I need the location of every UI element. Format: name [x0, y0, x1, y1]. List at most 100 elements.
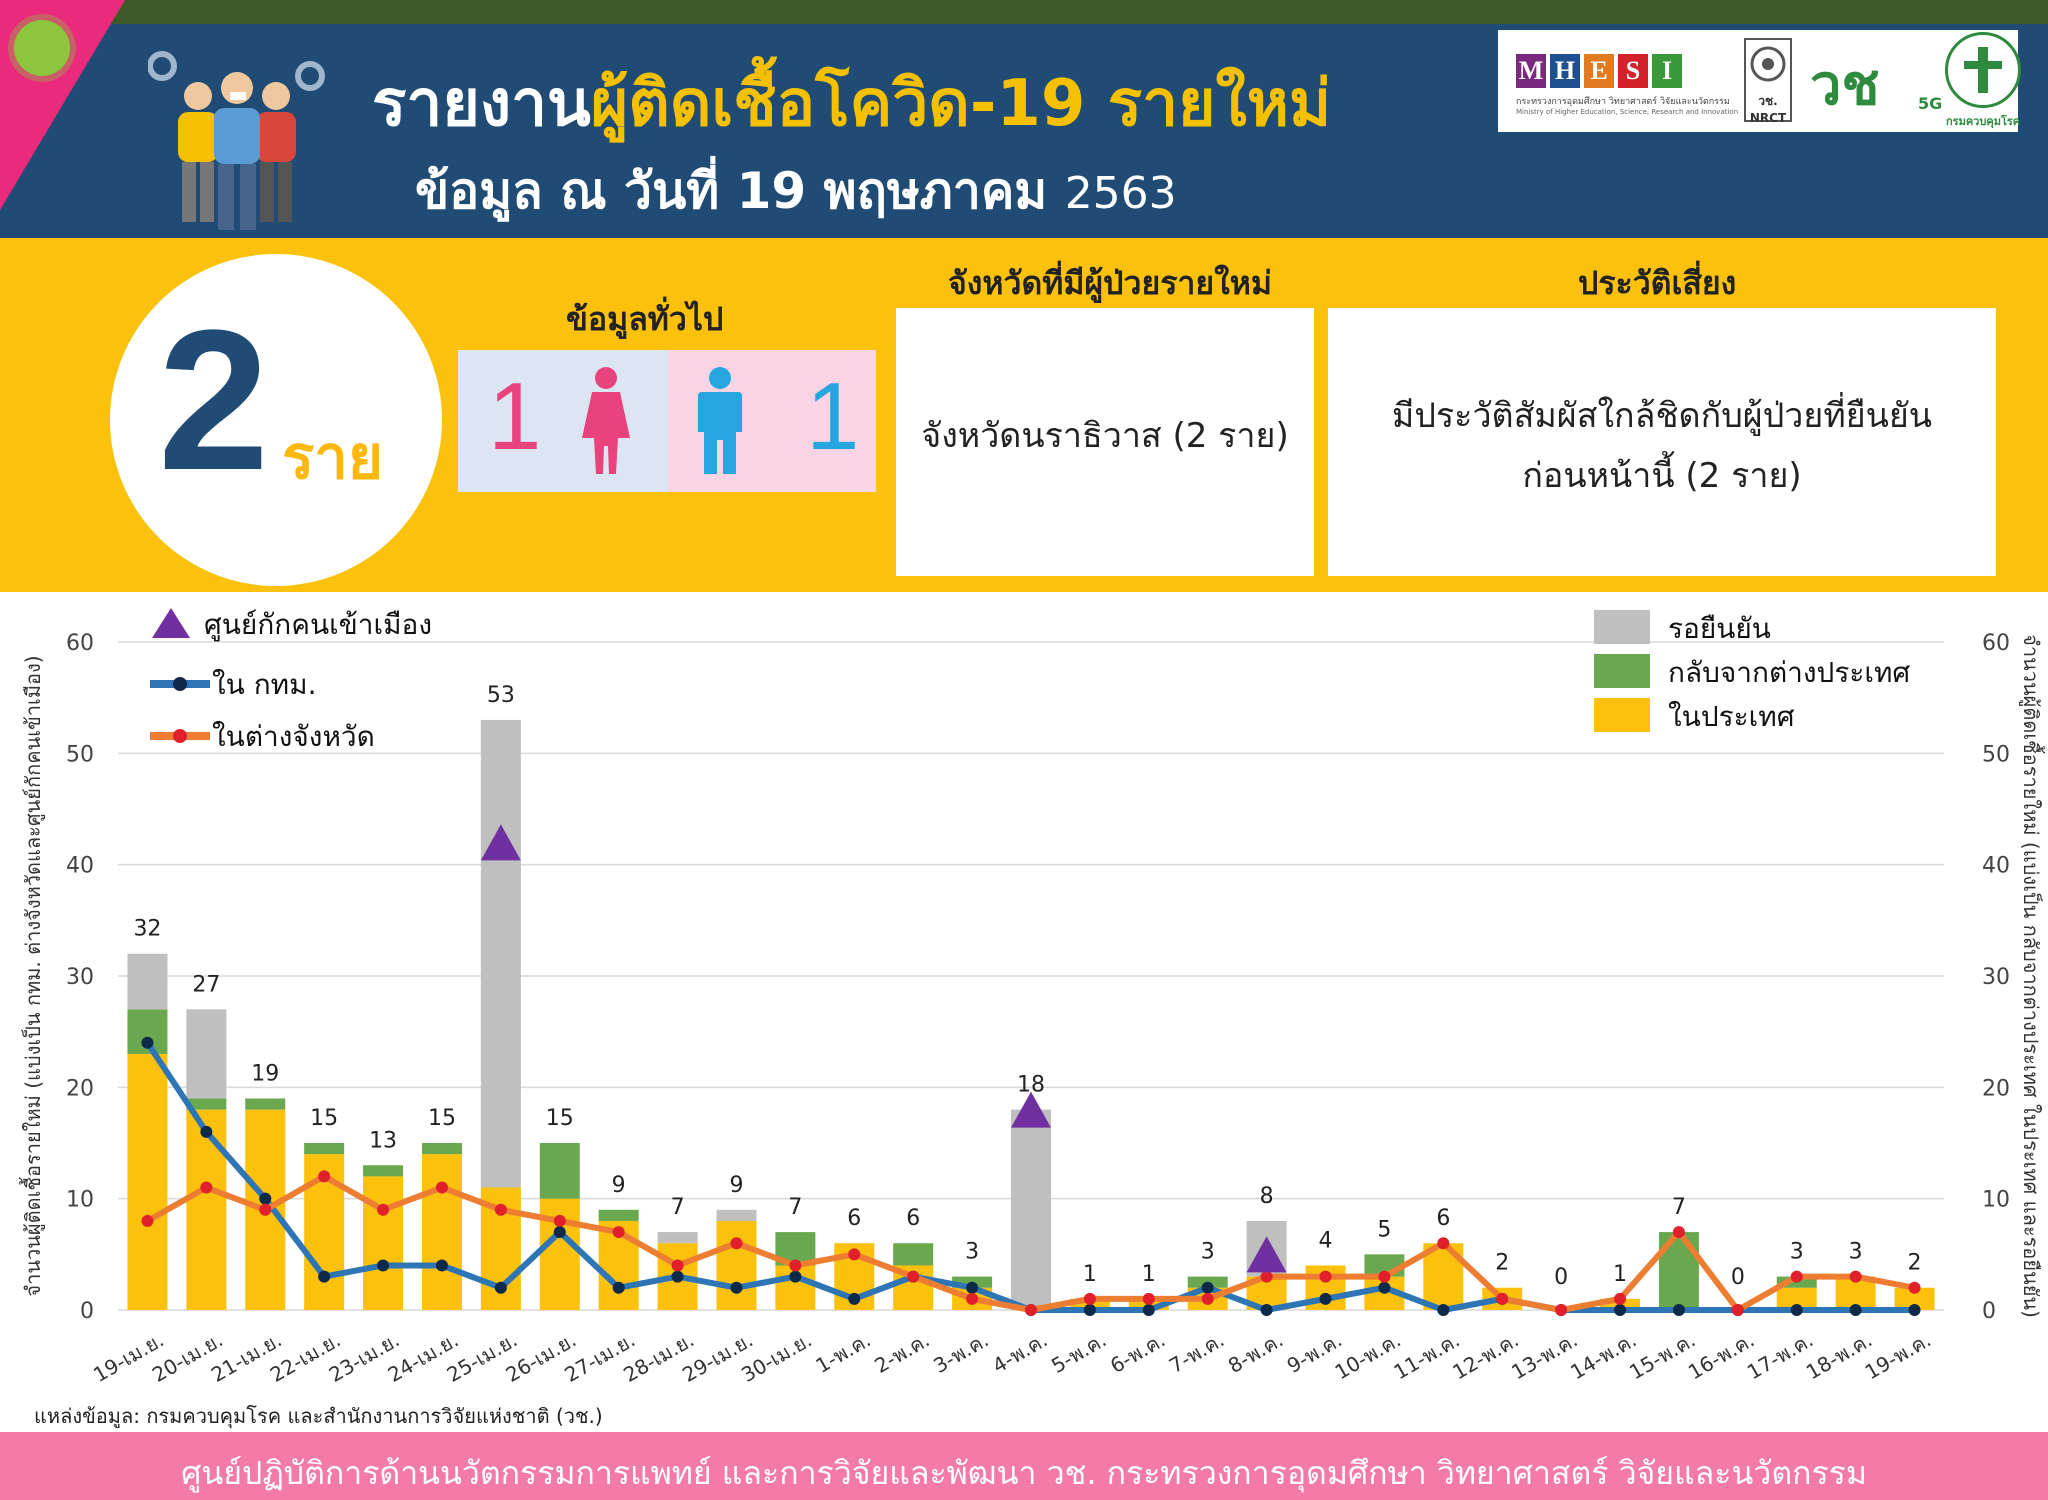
person-left: [178, 82, 218, 222]
total-label: 3: [1201, 1240, 1215, 1265]
male-count: 1: [806, 363, 860, 470]
series-point: [318, 1270, 331, 1283]
series-point: [435, 1181, 448, 1194]
x-tick-label: 2-พ.ค.: [870, 1328, 933, 1378]
total-label: 2: [1908, 1251, 1922, 1276]
x-tick-label: 7-พ.ค.: [1165, 1328, 1228, 1378]
bar-segment: [598, 1209, 639, 1221]
x-tick-label: 19-พ.ค.: [1861, 1328, 1935, 1385]
legend-dot-bangkok: [173, 677, 187, 691]
total-label: 3: [965, 1240, 979, 1265]
risk-line-1: มีประวัติสัมผัสใกล้ชิดกับผู้ป่วยที่ยืนยั…: [1391, 396, 1933, 436]
series-point: [612, 1281, 625, 1294]
mhesi-letter-m: M: [1516, 54, 1546, 88]
legend-label-detention: ศูนย์กักคนเข้าเมือง: [204, 608, 432, 642]
x-tick-label: 17-พ.ค.: [1743, 1328, 1817, 1385]
mhesi-letter-i: I: [1652, 54, 1682, 88]
x-tick-label: 3-พ.ค.: [929, 1328, 992, 1378]
nrct-emblem-icon: [1750, 46, 1786, 82]
series-point: [1555, 1304, 1568, 1316]
total-label: 5: [1377, 1217, 1391, 1242]
legend-marker-detention: [152, 608, 190, 638]
series-point: [966, 1281, 979, 1294]
series-point: [259, 1203, 272, 1216]
series-point: [671, 1259, 684, 1272]
x-tick-label: 15-พ.ค.: [1625, 1328, 1699, 1385]
province-text: จังหวัดนราธิวาส (2 ราย): [921, 416, 1289, 456]
bar-segment: [480, 719, 521, 1188]
y-tick-left: 30: [66, 965, 94, 990]
y-tick-left: 50: [66, 742, 94, 767]
series-point: [259, 1192, 272, 1205]
series-point: [1496, 1292, 1509, 1305]
total-label: 2: [1495, 1251, 1509, 1276]
total-count: 2: [158, 289, 270, 512]
subtitle-year: 2563: [1064, 168, 1177, 219]
mhesi-caption-en: Ministry of Higher Education, Science, R…: [1516, 108, 1739, 116]
series-point: [141, 1214, 154, 1227]
x-tick-label: 16-พ.ค.: [1684, 1328, 1758, 1385]
risk-text: มีประวัติสัมผัสใกล้ชิดกับผู้ป่วยที่ยืนยั…: [1328, 386, 1996, 506]
y-tick-left: 10: [66, 1188, 94, 1213]
detention-marker: [1246, 1236, 1287, 1273]
series-point: [141, 1036, 154, 1049]
bar-segment: [363, 1176, 404, 1310]
bar-segment: [127, 953, 168, 1010]
series-point: [1260, 1270, 1273, 1283]
series-point: [1614, 1292, 1627, 1305]
y-tick-left: 0: [80, 1299, 94, 1324]
series-point: [1378, 1270, 1391, 1283]
bar-segment: [421, 1154, 462, 1310]
detention-marker: [1011, 1091, 1051, 1128]
total-label: 7: [788, 1195, 802, 1220]
series-point: [377, 1203, 390, 1216]
series-point: [1142, 1304, 1155, 1316]
footer-bar: [0, 1432, 2048, 1500]
title-highlight: ผู้ติดเชื้อโควิด-19 รายใหม่: [590, 67, 1332, 141]
series-point: [1672, 1226, 1685, 1239]
total-label: 8: [1260, 1184, 1274, 1209]
total-label: 1: [1613, 1262, 1627, 1287]
virus-icon: [14, 20, 70, 76]
x-tick-label: 11-พ.ค.: [1390, 1328, 1464, 1385]
bar-segment: [539, 1143, 580, 1199]
total-label: 27: [192, 972, 220, 997]
total-label: 19: [251, 1061, 279, 1086]
bar-segment: [127, 1053, 168, 1310]
risk-line-2: ก่อนหน้านี้ (2 ราย): [1522, 456, 1802, 496]
series-point: [1437, 1304, 1450, 1316]
total-label: 7: [1672, 1195, 1686, 1220]
series-point: [1201, 1292, 1214, 1305]
total-label: 13: [369, 1128, 397, 1153]
bar-segment: [421, 1143, 462, 1155]
page-title: รายงานผู้ติดเชื้อโควิด-19 รายใหม่: [372, 67, 1332, 141]
y-tick-left: 40: [66, 854, 94, 879]
series-point: [1614, 1304, 1627, 1316]
series-point: [1672, 1304, 1685, 1316]
total-label: 6: [906, 1206, 920, 1231]
legend-dot-province: [173, 729, 187, 743]
male-icon: [698, 367, 742, 474]
total-circle: [110, 254, 442, 586]
y-tick-right: 10: [1982, 1188, 2010, 1213]
legend-label-right: กลับจากต่างประเทศ: [1668, 656, 1910, 689]
series-point: [1849, 1270, 1862, 1283]
series-point: [1731, 1304, 1744, 1316]
series-point: [789, 1259, 802, 1272]
series-point: [1908, 1281, 1921, 1294]
legend-label-right: รอยืนยัน: [1668, 612, 1771, 645]
total-label: 3: [1849, 1240, 1863, 1265]
bar-segment: [186, 1098, 227, 1110]
detention-marker: [480, 824, 521, 861]
series-point: [494, 1203, 507, 1216]
mhesi-letter-e: E: [1584, 54, 1614, 88]
series-point: [907, 1270, 920, 1283]
x-tick-label: 10-พ.ค.: [1331, 1328, 1405, 1385]
series-point: [1083, 1304, 1096, 1316]
x-tick-label: 18-พ.ค.: [1802, 1328, 1876, 1385]
total-label: 15: [546, 1106, 574, 1131]
series-point: [553, 1214, 566, 1227]
total-label: 4: [1319, 1228, 1333, 1253]
x-tick-label: 6-พ.ค.: [1106, 1328, 1169, 1378]
